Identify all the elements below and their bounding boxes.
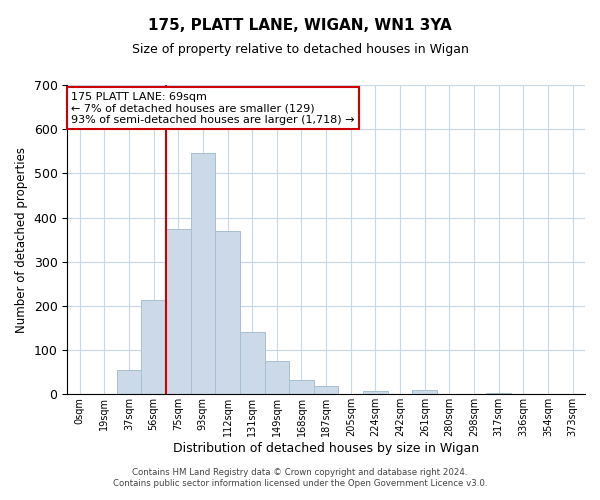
Bar (116, 370, 141, 394)
Bar (265, 360, 289, 394)
Bar (289, 380, 314, 394)
Text: 175 PLATT LANE: 69sqm
← 7% of detached houses are smaller (129)
93% of semi-deta: 175 PLATT LANE: 69sqm ← 7% of detached h… (71, 92, 355, 125)
Bar (166, 228, 191, 394)
Bar (215, 232, 240, 394)
Y-axis label: Number of detached properties: Number of detached properties (15, 146, 28, 332)
Bar (314, 386, 338, 394)
Text: Size of property relative to detached houses in Wigan: Size of property relative to detached ho… (131, 42, 469, 56)
Text: 175, PLATT LANE, WIGAN, WN1 3YA: 175, PLATT LANE, WIGAN, WN1 3YA (148, 18, 452, 32)
Bar (191, 153, 215, 394)
Text: Contains HM Land Registry data © Crown copyright and database right 2024.
Contai: Contains HM Land Registry data © Crown c… (113, 468, 487, 487)
Bar (240, 332, 265, 394)
X-axis label: Distribution of detached houses by size in Wigan: Distribution of detached houses by size … (173, 442, 479, 455)
Bar (412, 390, 437, 394)
Bar (363, 391, 388, 394)
Bar (141, 300, 166, 394)
